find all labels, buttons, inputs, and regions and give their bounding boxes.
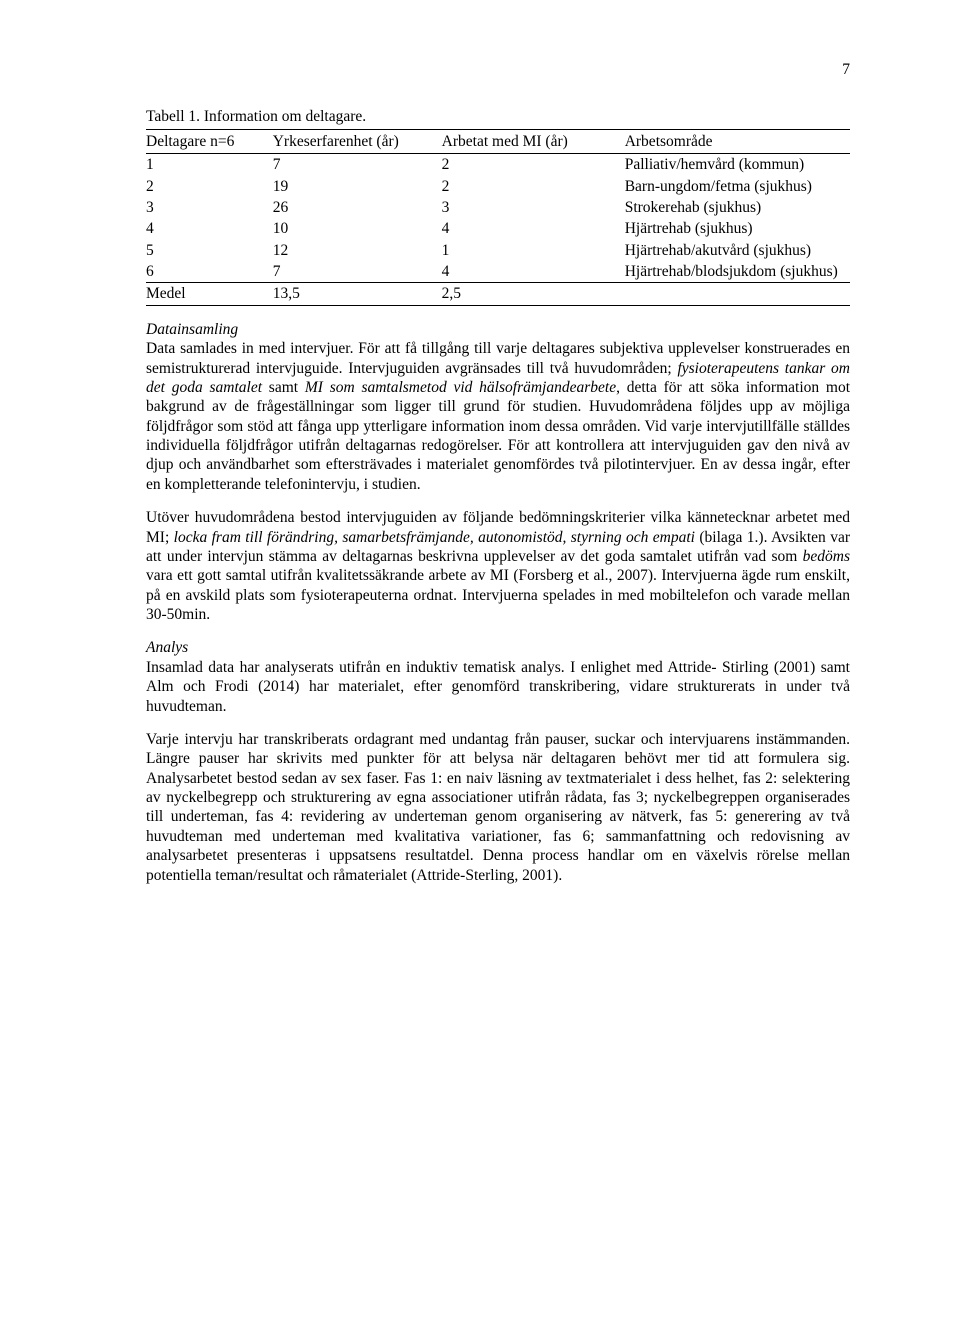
cell: Medel [146,283,273,305]
text: samt [262,379,305,396]
participants-table: Deltagare n=6 Yrkeserfarenhet (år) Arbet… [146,129,850,306]
italic-text: locka fram till förändring, samarbetsfrä… [174,529,695,546]
cell: Strokerehab (sjukhus) [625,197,850,218]
cell: Hjärtrehab (sjukhus) [625,218,850,239]
section-heading: Analys [146,638,850,657]
cell: 4 [146,218,273,239]
table-block: Tabell 1. Information om deltagare. Delt… [146,107,850,885]
table-row: 3 26 3 Strokerehab (sjukhus) [146,197,850,218]
cell: 12 [273,240,442,261]
cell: 2 [442,154,625,176]
paragraph: Utöver huvudområdena bestod intervjuguid… [146,508,850,624]
table-row: 4 10 4 Hjärtrehab (sjukhus) [146,218,850,239]
table-row: 6 7 4 Hjärtrehab/blodsjukdom (sjukhus) [146,261,850,283]
paragraph: Varje intervju har transkriberats ordagr… [146,730,850,885]
col-header: Yrkeserfarenhet (år) [273,129,442,153]
cell: 2 [146,176,273,197]
table-footer-row: Medel 13,5 2,5 [146,283,850,305]
cell: 19 [273,176,442,197]
cell: 1 [146,154,273,176]
col-header: Arbetsområde [625,129,850,153]
cell: 26 [273,197,442,218]
paragraph: Insamlad data har analyserats utifrån en… [146,658,850,716]
cell: 6 [146,261,273,283]
table-row: 2 19 2 Barn-ungdom/fetma (sjukhus) [146,176,850,197]
cell: Barn-ungdom/fetma (sjukhus) [625,176,850,197]
table-header-row: Deltagare n=6 Yrkeserfarenhet (år) Arbet… [146,129,850,153]
paragraph: Data samlades in med intervjuer. För att… [146,339,850,494]
table-caption: Tabell 1. Information om deltagare. [146,107,850,126]
cell: 2,5 [442,283,625,305]
cell: 10 [273,218,442,239]
cell: 3 [442,197,625,218]
page-number: 7 [110,60,850,79]
italic-text: bedöms [803,548,850,565]
cell: 13,5 [273,283,442,305]
cell: 1 [442,240,625,261]
cell: Hjärtrehab/akutvård (sjukhus) [625,240,850,261]
italic-text: MI som samtalsmetod vid hälsofrämjandear… [305,379,616,396]
cell: 3 [146,197,273,218]
col-header: Deltagare n=6 [146,129,273,153]
table-row: 5 12 1 Hjärtrehab/akutvård (sjukhus) [146,240,850,261]
cell [625,283,850,305]
cell: 7 [273,261,442,283]
col-header: Arbetat med MI (år) [442,129,625,153]
cell: Hjärtrehab/blodsjukdom (sjukhus) [625,261,850,283]
section-heading: Datainsamling [146,320,850,339]
cell: 5 [146,240,273,261]
cell: 4 [442,261,625,283]
table-row: 1 7 2 Palliativ/hemvård (kommun) [146,154,850,176]
cell: 4 [442,218,625,239]
cell: Palliativ/hemvård (kommun) [625,154,850,176]
cell: 7 [273,154,442,176]
cell: 2 [442,176,625,197]
text: vara ett gott samtal utifrån kvalitetssä… [146,567,850,623]
